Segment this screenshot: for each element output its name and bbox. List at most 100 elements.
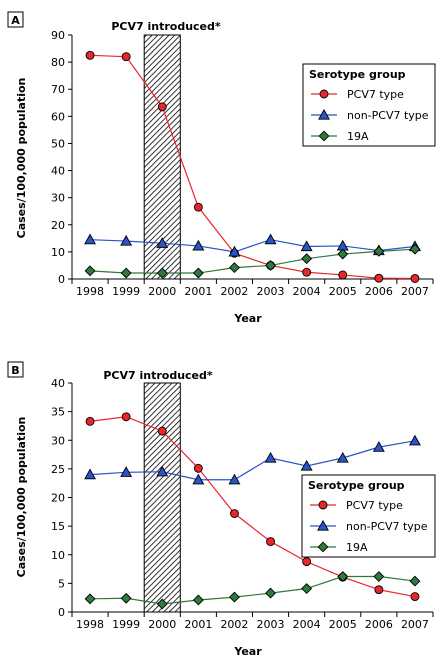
- panel-b-y-tick-label-30: 30: [51, 434, 65, 447]
- panel-a-point-pcv7-type-1998: [85, 50, 95, 60]
- panel-b-point-non-pcv7-type-1998: [84, 468, 97, 480]
- panel-b-y-tick-label-25: 25: [51, 463, 65, 476]
- panel-b: B PCV7 introduced* Year Cases/100,000 po…: [7, 361, 436, 658]
- panel-a-annotation: PCV7 introduced*: [111, 20, 221, 33]
- panel-b-x-tick-label-1999: 1999: [112, 618, 140, 631]
- panel-b-legend-label-non-pcv7-type: non-PCV7 type: [346, 520, 428, 533]
- panel-a-x-tick-label-2007: 2007: [401, 285, 429, 298]
- panel-a-y-tick-label-70: 70: [51, 83, 65, 96]
- panel-a: A PCV7 introduced* Year Cases/100,000 po…: [7, 11, 436, 325]
- panel-b-legend-label-19a: 19A: [346, 541, 368, 554]
- panel-b-point-pcv7-type-2002: [229, 509, 239, 518]
- panel-b-legend-marker-pcv7-type: [318, 500, 328, 510]
- panel-a-point-non-pcv7-type-1998: [84, 233, 97, 245]
- panel-b-x-tick-label-1998: 1998: [76, 618, 104, 631]
- panel-b-point-19a-2007: [409, 575, 421, 587]
- panel-b-letter-box: [7, 361, 24, 378]
- panel-a-point-non-pcv7-type-2000: [156, 237, 169, 248]
- panel-a-y-tick-label-80: 80: [51, 56, 65, 69]
- panel-b-point-19a-1999: [120, 592, 132, 604]
- panel-b-point-pcv7-type-2007: [410, 592, 420, 601]
- panel-a-point-non-pcv7-type-2004: [300, 240, 313, 252]
- panel-a-y-tick-label-50: 50: [51, 137, 65, 150]
- panel-a-x-tick-label-2002: 2002: [220, 285, 248, 298]
- panel-a-y-tick-label-30: 30: [51, 192, 65, 205]
- panel-b-x-tick-label-2003: 2003: [257, 618, 285, 631]
- panel-b-x-tick-label-2006: 2006: [365, 618, 393, 631]
- panel-b-series-line-pcv7-type: [89, 416, 416, 598]
- panel-b-y-tick-label-35: 35: [51, 406, 65, 419]
- panel-a-legend-label-non-pcv7-type: non-PCV7 type: [347, 109, 429, 122]
- panel-b-point-pcv7-type-2004: [302, 557, 312, 567]
- panel-b-x-tick-label-2002: 2002: [220, 618, 248, 631]
- panel-b-point-19a-2002: [229, 591, 240, 603]
- panel-b-legend-title: Serotype group: [308, 479, 405, 492]
- panel-a-x-tick-label-2003: 2003: [257, 285, 285, 298]
- panel-a-series-line-19a: [90, 248, 415, 274]
- panel-a-legend-entries: PCV7 type non-PCV7 type 19A: [311, 88, 429, 143]
- panel-b-point-non-pcv7-type-2005: [336, 451, 349, 463]
- panel-b-point-19a-2003: [265, 587, 276, 599]
- panel-a-letter: A: [11, 14, 20, 27]
- panel-b-point-pcv7-type-2000: [157, 426, 167, 436]
- panel-a-x-tick-label-2004: 2004: [293, 285, 321, 298]
- panel-b-point-non-pcv7-type-2000: [156, 465, 169, 477]
- panel-a-y-axis-label: Cases/100,000 population: [15, 78, 28, 239]
- panel-b-point-19a-2006: [373, 571, 385, 582]
- panel-b-legend-marker-non-pcv7-type: [317, 519, 329, 531]
- panel-a-x-tick-label-2000: 2000: [148, 285, 176, 298]
- panel-a-x-tick-label-2005: 2005: [329, 285, 357, 298]
- panel-b-point-non-pcv7-type-2004: [300, 459, 313, 471]
- panel-b-point-pcv7-type-2003: [266, 537, 275, 547]
- panel-b-point-non-pcv7-type-2002: [228, 473, 241, 485]
- panel-b-x-axis-label: Year: [233, 645, 262, 658]
- panel-a-x-axis-label: Year: [233, 312, 262, 325]
- panel-b-series-line-non-pcv7-type: [90, 440, 416, 481]
- panel-a-point-19a-2004: [301, 253, 313, 265]
- panel-a-point-pcv7-type-1999: [121, 52, 131, 62]
- panel-a-point-pcv7-type-2004: [302, 267, 312, 277]
- panel-b-point-non-pcv7-type-2006: [372, 440, 385, 452]
- panel-a-point-non-pcv7-type-1999: [120, 234, 133, 246]
- panel-a-x-tick-label-2001: 2001: [184, 285, 212, 298]
- panel-b-point-pcv7-type-1998: [85, 416, 95, 426]
- panel-a-point-pcv7-type-2000: [157, 102, 167, 112]
- panel-a-legend-marker-non-pcv7-type: [318, 108, 330, 120]
- panel-a-point-19a-2007: [409, 243, 421, 255]
- panel-b-y-tick-label-20: 20: [51, 492, 65, 505]
- panel-b-legend-marker-19a: [317, 541, 329, 553]
- panel-a-legend-label-19a: 19A: [347, 130, 369, 143]
- panel-b-y-axis-label: Cases/100,000 population: [15, 417, 28, 578]
- panel-a-point-19a-2006: [373, 245, 385, 257]
- panel-b-point-19a-2000: [156, 598, 168, 610]
- panel-b-point-non-pcv7-type-2001: [192, 473, 205, 485]
- panel-a-y-tick-label-0: 0: [58, 273, 65, 286]
- panel-a-letter-box: [7, 11, 24, 28]
- panel-b-y-tick-label-15: 15: [51, 520, 65, 533]
- panel-a-point-19a-2005: [337, 248, 349, 260]
- panel-b-point-non-pcv7-type-1999: [120, 466, 133, 477]
- panel-b-intervention-band: [143, 382, 181, 613]
- panel-b-x-tick-label-2004: 2004: [293, 618, 321, 631]
- panel-a-x-tick-label-1998: 1998: [76, 285, 104, 298]
- panel-a-point-pcv7-type-2005: [338, 270, 348, 280]
- panel-b-x-tick-label-2001: 2001: [184, 618, 212, 631]
- panel-b-point-19a-2004: [301, 583, 313, 594]
- panel-a-point-19a-2000: [156, 267, 168, 279]
- panel-a-point-19a-2003: [265, 260, 276, 271]
- panel-b-plot: 0 5 10 15 20 25 30 35 40 1998 1999 2000 2001 2002 2003…: [51, 377, 434, 631]
- panel-a-y-tick-label-20: 20: [51, 219, 65, 232]
- panel-a-point-19a-2001: [192, 267, 204, 279]
- panel-a-point-non-pcv7-type-2002: [228, 245, 241, 257]
- panel-b-legend-label-pcv7-type: PCV7 type: [346, 499, 403, 512]
- panel-a-y-tick-label-90: 90: [51, 29, 65, 42]
- panel-a-point-19a-1998: [84, 265, 96, 277]
- panel-b-point-pcv7-type-2001: [193, 463, 203, 473]
- panel-b-y-tick-label-10: 10: [51, 549, 65, 562]
- panel-a-y-tick-label-60: 60: [51, 110, 65, 123]
- panel-a-point-non-pcv7-type-2001: [192, 239, 205, 251]
- panel-a-point-non-pcv7-type-2003: [264, 233, 277, 245]
- panel-b-x-tick-label-2007: 2007: [401, 618, 429, 631]
- panel-b-point-19a-2005: [337, 571, 349, 582]
